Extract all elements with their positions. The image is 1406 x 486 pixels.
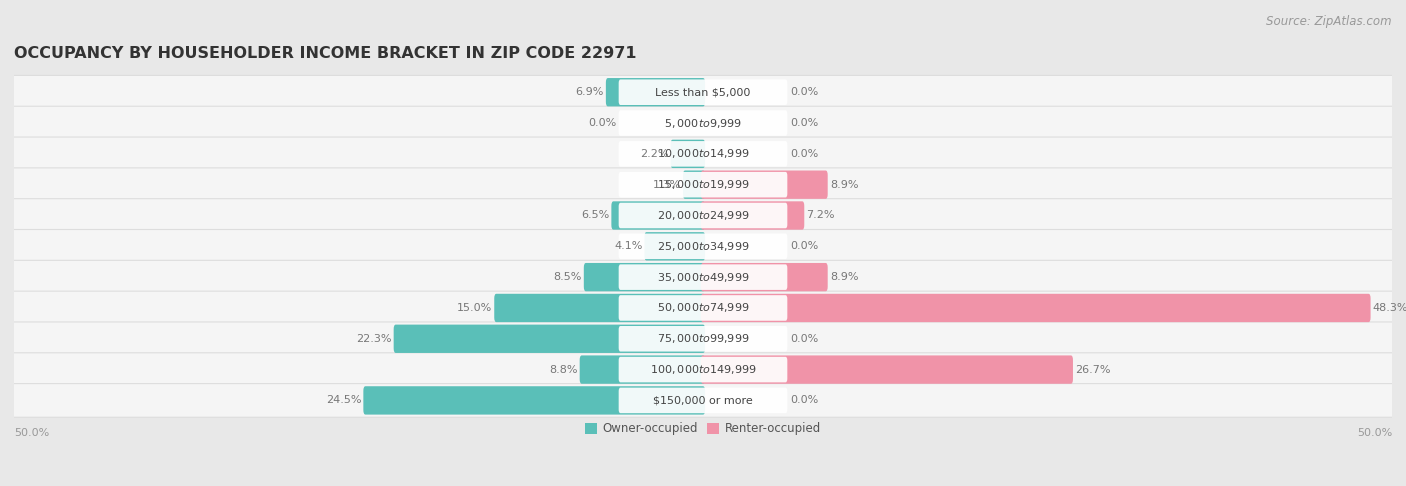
FancyBboxPatch shape [3, 229, 1403, 263]
FancyBboxPatch shape [702, 355, 1073, 384]
Text: 0.0%: 0.0% [790, 334, 818, 344]
FancyBboxPatch shape [3, 137, 1403, 171]
Text: $15,000 to $19,999: $15,000 to $19,999 [657, 178, 749, 191]
Text: 6.9%: 6.9% [575, 87, 603, 97]
FancyBboxPatch shape [619, 357, 787, 382]
Text: 1.3%: 1.3% [652, 180, 681, 190]
FancyBboxPatch shape [3, 291, 1403, 325]
FancyBboxPatch shape [702, 294, 1371, 322]
Text: 0.0%: 0.0% [588, 118, 616, 128]
FancyBboxPatch shape [583, 263, 704, 291]
FancyBboxPatch shape [3, 199, 1403, 232]
Text: 7.2%: 7.2% [807, 210, 835, 221]
FancyBboxPatch shape [683, 171, 704, 199]
Text: 0.0%: 0.0% [790, 87, 818, 97]
Text: $35,000 to $49,999: $35,000 to $49,999 [657, 271, 749, 284]
Text: 0.0%: 0.0% [790, 242, 818, 251]
FancyBboxPatch shape [619, 234, 787, 259]
FancyBboxPatch shape [3, 353, 1403, 386]
Text: 8.5%: 8.5% [554, 272, 582, 282]
FancyBboxPatch shape [3, 383, 1403, 417]
Text: 0.0%: 0.0% [790, 118, 818, 128]
FancyBboxPatch shape [619, 79, 787, 105]
FancyBboxPatch shape [619, 203, 787, 228]
Text: 48.3%: 48.3% [1372, 303, 1406, 313]
Text: $20,000 to $24,999: $20,000 to $24,999 [657, 209, 749, 222]
FancyBboxPatch shape [3, 322, 1403, 356]
Text: 2.2%: 2.2% [640, 149, 669, 159]
FancyBboxPatch shape [619, 264, 787, 290]
Text: 6.5%: 6.5% [581, 210, 609, 221]
FancyBboxPatch shape [579, 355, 704, 384]
FancyBboxPatch shape [3, 75, 1403, 109]
Text: 50.0%: 50.0% [14, 428, 49, 438]
FancyBboxPatch shape [619, 388, 787, 413]
FancyBboxPatch shape [644, 232, 704, 260]
FancyBboxPatch shape [702, 263, 828, 291]
Text: Source: ZipAtlas.com: Source: ZipAtlas.com [1267, 15, 1392, 28]
Text: $150,000 or more: $150,000 or more [654, 396, 752, 405]
Text: 26.7%: 26.7% [1076, 364, 1111, 375]
Text: $75,000 to $99,999: $75,000 to $99,999 [657, 332, 749, 345]
FancyBboxPatch shape [495, 294, 704, 322]
Text: 50.0%: 50.0% [1357, 428, 1392, 438]
FancyBboxPatch shape [3, 106, 1403, 140]
Text: 24.5%: 24.5% [326, 396, 361, 405]
FancyBboxPatch shape [619, 295, 787, 321]
FancyBboxPatch shape [606, 78, 704, 106]
FancyBboxPatch shape [3, 168, 1403, 202]
FancyBboxPatch shape [619, 326, 787, 351]
FancyBboxPatch shape [671, 139, 704, 168]
FancyBboxPatch shape [3, 260, 1403, 294]
Text: $50,000 to $74,999: $50,000 to $74,999 [657, 301, 749, 314]
FancyBboxPatch shape [619, 141, 787, 167]
Text: 4.1%: 4.1% [614, 242, 643, 251]
FancyBboxPatch shape [363, 386, 704, 415]
Text: $10,000 to $14,999: $10,000 to $14,999 [657, 147, 749, 160]
Text: 8.8%: 8.8% [550, 364, 578, 375]
FancyBboxPatch shape [612, 201, 704, 230]
Text: $25,000 to $34,999: $25,000 to $34,999 [657, 240, 749, 253]
Text: 22.3%: 22.3% [356, 334, 392, 344]
Text: OCCUPANCY BY HOUSEHOLDER INCOME BRACKET IN ZIP CODE 22971: OCCUPANCY BY HOUSEHOLDER INCOME BRACKET … [14, 46, 637, 61]
Text: $5,000 to $9,999: $5,000 to $9,999 [664, 117, 742, 130]
FancyBboxPatch shape [702, 171, 828, 199]
FancyBboxPatch shape [619, 172, 787, 197]
FancyBboxPatch shape [619, 110, 787, 136]
Legend: Owner-occupied, Renter-occupied: Owner-occupied, Renter-occupied [585, 422, 821, 435]
FancyBboxPatch shape [394, 325, 704, 353]
Text: 8.9%: 8.9% [830, 272, 858, 282]
Text: 0.0%: 0.0% [790, 149, 818, 159]
FancyBboxPatch shape [702, 201, 804, 230]
Text: 15.0%: 15.0% [457, 303, 492, 313]
Text: Less than $5,000: Less than $5,000 [655, 87, 751, 97]
Text: $100,000 to $149,999: $100,000 to $149,999 [650, 363, 756, 376]
Text: 8.9%: 8.9% [830, 180, 858, 190]
Text: 0.0%: 0.0% [790, 396, 818, 405]
